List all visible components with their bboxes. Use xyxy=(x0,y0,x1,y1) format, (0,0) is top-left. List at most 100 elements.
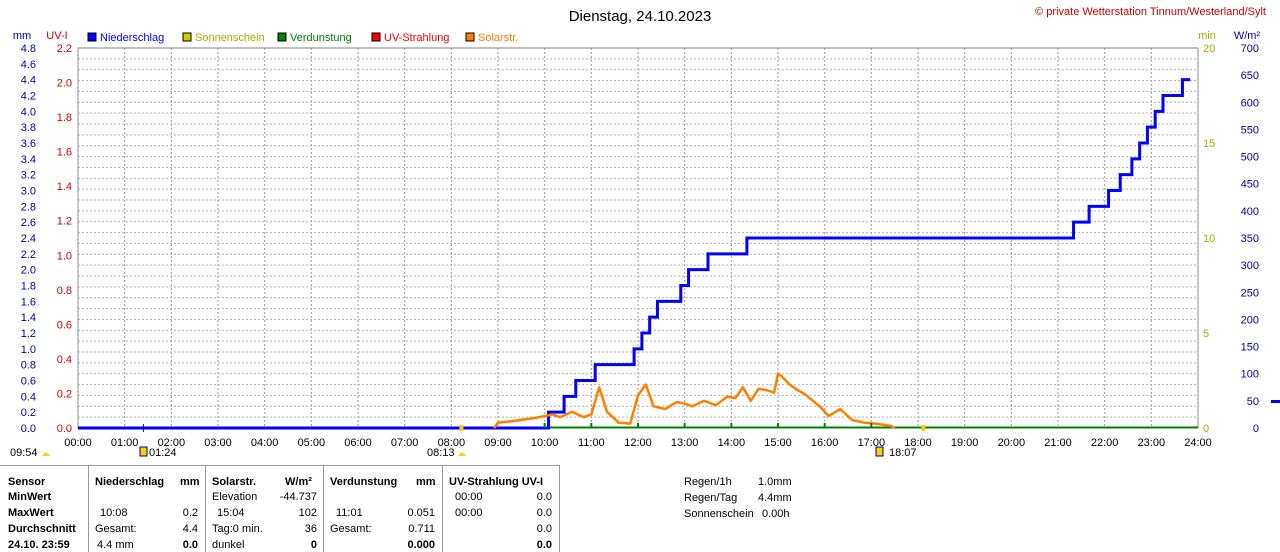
niederschlag-unit: mm xyxy=(180,476,200,488)
legend-swatch xyxy=(87,32,97,42)
x-tick-label: 12:00 xyxy=(624,437,652,449)
mm-tick-label: 3.0 xyxy=(21,186,36,198)
wm2-tick-label: 250 xyxy=(1241,287,1259,299)
sunrise-icon xyxy=(458,452,466,456)
x-tick-label: 19:00 xyxy=(951,437,979,449)
solar-day-label: Tag:0 min. xyxy=(212,523,263,535)
uv-tick-label: 1.8 xyxy=(57,112,72,124)
min-tick-label: 5 xyxy=(1203,328,1209,340)
uv-tick-label: 2.2 xyxy=(57,43,72,55)
x-tick-label: 08:00 xyxy=(438,437,466,449)
sunset-time-label: 18:07 xyxy=(889,447,917,459)
wm2-tick-label: 150 xyxy=(1241,342,1259,354)
legend: Niederschlag Sonnenschein Verdunstung UV-St… xyxy=(87,32,518,44)
wm2-tick-label: 550 xyxy=(1241,124,1259,136)
mm-tick-label: 3.6 xyxy=(21,138,36,150)
x-tick-label: 06:00 xyxy=(344,437,372,449)
x-tick-label: 20:00 xyxy=(998,437,1026,449)
uv-avg-val: 0.0 xyxy=(536,523,552,535)
sunset-axis-mark xyxy=(921,425,926,431)
uv-min-time: 00:00 xyxy=(455,491,483,503)
uv-max-time: 00:00 xyxy=(455,507,483,519)
summary-value-rain-hour: 1.0mm xyxy=(758,476,792,488)
wm2-tick-label: 600 xyxy=(1241,97,1259,109)
x-tick-label: 05:00 xyxy=(298,437,326,449)
table-divider xyxy=(88,465,89,552)
solar-unit: W/m² xyxy=(285,476,312,488)
niederschlag-line xyxy=(78,78,1191,430)
niederschlag-header: Niederschlag xyxy=(95,476,165,488)
table-divider xyxy=(559,465,560,552)
wm2-tick-label: 650 xyxy=(1241,70,1259,82)
niederschlag-max-time: 10:08 xyxy=(100,507,128,519)
uv-tick-label: 0.0 xyxy=(57,423,72,435)
uv-tick-label: 0.8 xyxy=(57,285,72,297)
uv-min-val: 0.0 xyxy=(536,491,552,503)
mm-tick-label: 2.0 xyxy=(21,265,36,277)
table-divider xyxy=(323,465,324,552)
wm2-tick-label: 100 xyxy=(1241,369,1259,381)
mm-tick-label: 1.4 xyxy=(21,312,36,324)
series-layer xyxy=(78,78,1280,430)
legend-label: Verdunstung xyxy=(290,32,352,44)
x-tick-label: 09:00 xyxy=(484,437,512,449)
x-tick-label: 07:00 xyxy=(391,437,419,449)
verdunstung-total-val: 0.711 xyxy=(408,523,435,535)
table-divider xyxy=(205,465,206,552)
verdunstung-unit: mm xyxy=(416,476,436,488)
x-tick-label: 22:00 xyxy=(1091,437,1119,449)
x-tick-label: 03:00 xyxy=(204,437,232,449)
mm-tick-label: 1.6 xyxy=(21,296,36,308)
x-tick-label: 15:00 xyxy=(764,437,792,449)
legend-label: UV-Strahlung xyxy=(384,32,449,44)
chart-title: Dienstag, 24.10.2023 xyxy=(569,8,712,25)
uv-header: UV-Strahlung UV-I xyxy=(449,476,544,488)
mm-tick-label: 4.6 xyxy=(21,59,36,71)
verdunstung-total-label: Gesamt: xyxy=(330,523,372,535)
x-tick-label: 24:00 xyxy=(1184,437,1212,449)
solar-max-val: 102 xyxy=(298,507,317,519)
wm2-tick-label: 200 xyxy=(1241,314,1259,326)
row-label-max: MaxWert xyxy=(8,507,54,519)
niederschlag-current-label: 4.4 mm xyxy=(97,539,134,551)
table-divider xyxy=(442,465,443,552)
x-tick-label: 14:00 xyxy=(718,437,746,449)
row-label-min: MinWert xyxy=(8,491,52,503)
niederschlag-max-val: 0.2 xyxy=(182,507,198,519)
current-value-marker xyxy=(1271,400,1280,403)
uv-tick-label: 2.0 xyxy=(57,78,72,90)
min-tick-label: 15 xyxy=(1203,138,1215,150)
sensor-header: Sensor xyxy=(8,476,46,488)
mm-tick-label: 4.2 xyxy=(21,91,36,103)
summary-value-rain-day: 4.4mm xyxy=(758,492,792,504)
verdunstung-max-val: 0.051 xyxy=(407,507,435,519)
mm-tick-label: 4.8 xyxy=(21,43,36,55)
solar-day-val: 36 xyxy=(304,523,317,535)
summary-label-rain-hour: Regen/1h xyxy=(684,476,732,488)
mm-tick-label: 2.6 xyxy=(21,217,36,229)
axis-label-wm2: W/m² xyxy=(1234,30,1261,42)
x-tick-label: 21:00 xyxy=(1044,437,1072,449)
mm-tick-label: 4.0 xyxy=(21,106,36,118)
mm-tick-label: 1.8 xyxy=(21,281,36,293)
x-tick-label: 00:00 xyxy=(64,437,92,449)
mm-tick-label: 2.4 xyxy=(21,233,36,245)
mm-tick-label: 3.8 xyxy=(21,122,36,134)
mm-tick-label: 0.6 xyxy=(21,376,36,388)
niederschlag-current-val: 0.0 xyxy=(182,539,198,551)
copyright-text: © private Wetterstation Tinnum/Westerlan… xyxy=(1035,6,1266,18)
mm-tick-label: 2.2 xyxy=(21,249,36,261)
niederschlag-total-label: Gesamt: xyxy=(95,523,137,535)
sunrise-time-label: 08:13 xyxy=(427,447,455,459)
solar-current-val: 0 xyxy=(310,539,317,551)
sun-markers: 09:54 01:24 08:13 18:07 xyxy=(10,424,926,459)
row-label-date: 24.10. 23:59 xyxy=(8,539,70,551)
wm2-tick-label: 500 xyxy=(1241,152,1259,164)
x-tick-label: 16:00 xyxy=(811,437,839,449)
solar-current-label: dunkel xyxy=(212,539,245,551)
mm-tick-label: 0.4 xyxy=(21,391,36,403)
mm-tick-label: 4.4 xyxy=(21,75,36,87)
mm-tick-label: 3.2 xyxy=(21,170,36,182)
x-tick-label: 23:00 xyxy=(1138,437,1166,449)
